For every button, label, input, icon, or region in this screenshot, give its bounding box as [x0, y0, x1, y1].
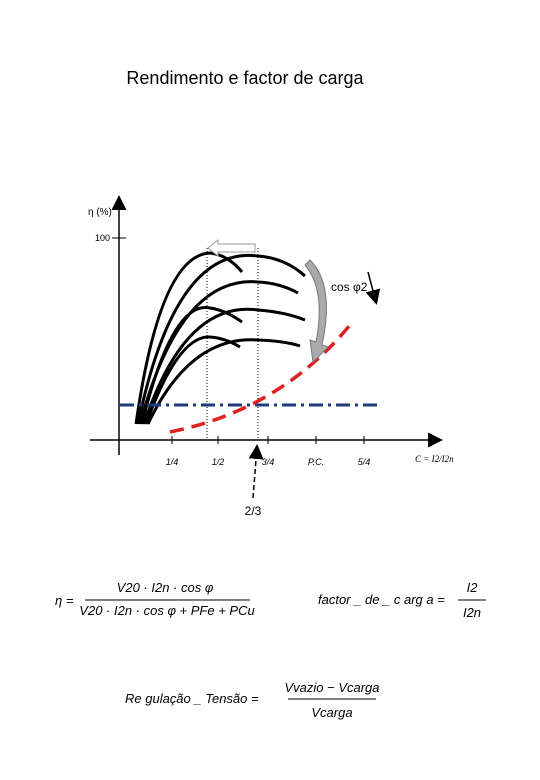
formula-numerator: I2	[467, 580, 479, 595]
y-label: η (%)	[88, 207, 112, 218]
formula-numerator: Vvazio − Vcarga	[284, 680, 379, 695]
cos-direction	[365, 271, 381, 305]
formula-lhs: factor _ de _ c arg a =	[318, 592, 445, 607]
efficiency-curves	[134, 251, 307, 425]
title: Rendimento e factor de carga	[126, 68, 364, 88]
x-label: C = I2/I2n	[415, 454, 454, 464]
formula-denominator: I2n	[463, 605, 481, 620]
two-thirds-label: 2/3	[245, 504, 262, 518]
formula-lhs: η =	[55, 593, 74, 608]
formula-lhs: Re gulação _ Tensão =	[125, 691, 259, 706]
x-tick-label: 1/2	[212, 457, 225, 467]
shift-arrow	[207, 238, 256, 258]
formula-denominator: V20 · I2n · cos φ + PFe + PCu	[79, 603, 254, 618]
x-tick-label: P.C.	[308, 457, 324, 467]
cos-arrow	[304, 259, 329, 364]
x-tick-label: 1/4	[166, 457, 179, 467]
cos-label: cos φ2	[331, 280, 368, 294]
loss-curve	[169, 323, 352, 434]
formula-numerator: V20 · I2n · cos φ	[117, 580, 214, 595]
formula-denominator: Vcarga	[311, 705, 352, 720]
x-tick-label: 3/4	[262, 457, 275, 467]
y-tick-label: 100	[95, 233, 110, 243]
two-thirds-arrow	[248, 444, 264, 499]
x-tick-label: 5/4	[358, 457, 371, 467]
